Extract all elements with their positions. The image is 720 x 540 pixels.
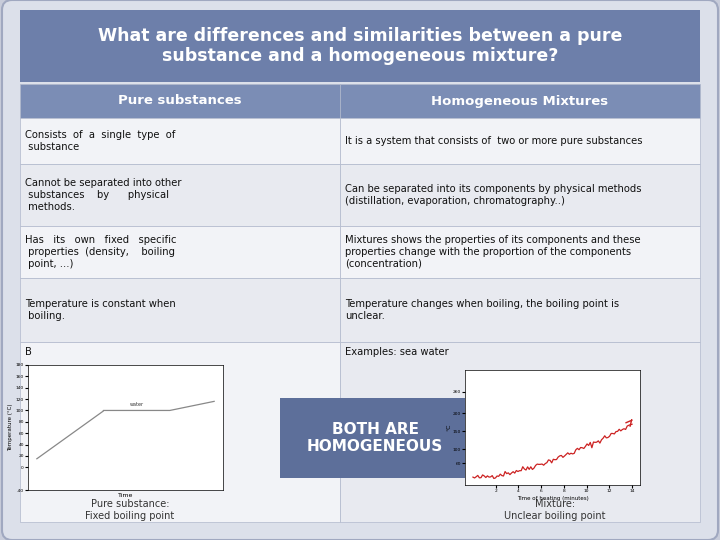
X-axis label: Time of heating (minutes): Time of heating (minutes) xyxy=(517,496,588,501)
Text: Mixture:
Unclear boiling point: Mixture: Unclear boiling point xyxy=(504,499,606,521)
Text: Pure substances: Pure substances xyxy=(118,94,242,107)
Bar xyxy=(280,398,470,478)
Bar xyxy=(340,342,700,522)
Text: It is a system that consists of  two or more pure substances: It is a system that consists of two or m… xyxy=(345,136,642,146)
Bar xyxy=(340,164,700,226)
Text: B: B xyxy=(25,347,32,357)
Text: Has   its   own   fixed   specific
 properties  (density,    boiling
 point, ...: Has its own fixed specific properties (d… xyxy=(25,235,176,268)
Text: Pure substance:
Fixed boiling point: Pure substance: Fixed boiling point xyxy=(86,499,175,521)
X-axis label: Time: Time xyxy=(118,493,133,498)
Text: What are differences and similarities between a pure
substance and a homogeneous: What are differences and similarities be… xyxy=(98,26,622,65)
Bar xyxy=(340,84,700,118)
Text: Cannot be separated into other
 substances    by      physical
 methods.: Cannot be separated into other substance… xyxy=(25,178,181,212)
Bar xyxy=(20,342,340,522)
Y-axis label: Temperature (°C): Temperature (°C) xyxy=(8,404,13,451)
Text: Mixtures shows the properties of its components and these
properties change with: Mixtures shows the properties of its com… xyxy=(345,235,641,268)
Text: Homogeneous Mixtures: Homogeneous Mixtures xyxy=(431,94,608,107)
Bar xyxy=(340,278,700,342)
Text: BOTH ARE
HOMOGENEOUS: BOTH ARE HOMOGENEOUS xyxy=(307,422,443,454)
Bar xyxy=(20,84,340,118)
Bar xyxy=(340,226,700,278)
Bar xyxy=(20,164,340,226)
Bar xyxy=(20,10,700,82)
Text: Can be separated into its components by physical methods
(distillation, evaporat: Can be separated into its components by … xyxy=(345,184,642,206)
Bar xyxy=(20,118,340,164)
Text: Consists  of  a  single  type  of
 substance: Consists of a single type of substance xyxy=(25,130,176,152)
Bar xyxy=(340,118,700,164)
Y-axis label: °C: °C xyxy=(446,424,451,431)
Text: Temperature is constant when
 boiling.: Temperature is constant when boiling. xyxy=(25,299,176,321)
Text: Temperature changes when boiling, the boiling point is
unclear.: Temperature changes when boiling, the bo… xyxy=(345,299,619,321)
Bar xyxy=(20,226,340,278)
Text: water: water xyxy=(130,402,144,408)
Text: Examples: sea water: Examples: sea water xyxy=(345,347,449,357)
Bar xyxy=(20,278,340,342)
